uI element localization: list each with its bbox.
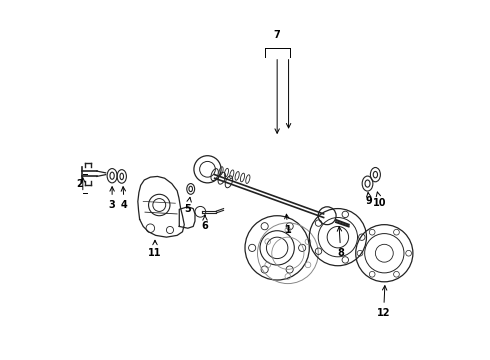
Text: 7: 7: [274, 30, 280, 40]
Text: 9: 9: [366, 193, 373, 206]
Text: 11: 11: [148, 240, 162, 258]
Text: 5: 5: [184, 197, 191, 213]
Text: 4: 4: [121, 187, 127, 210]
Text: 3: 3: [109, 187, 116, 210]
Text: 8: 8: [337, 227, 344, 258]
Text: 2: 2: [76, 179, 83, 189]
Text: 1: 1: [285, 214, 291, 235]
Text: 6: 6: [201, 216, 208, 231]
Text: 12: 12: [377, 286, 391, 318]
Text: 10: 10: [373, 192, 387, 208]
